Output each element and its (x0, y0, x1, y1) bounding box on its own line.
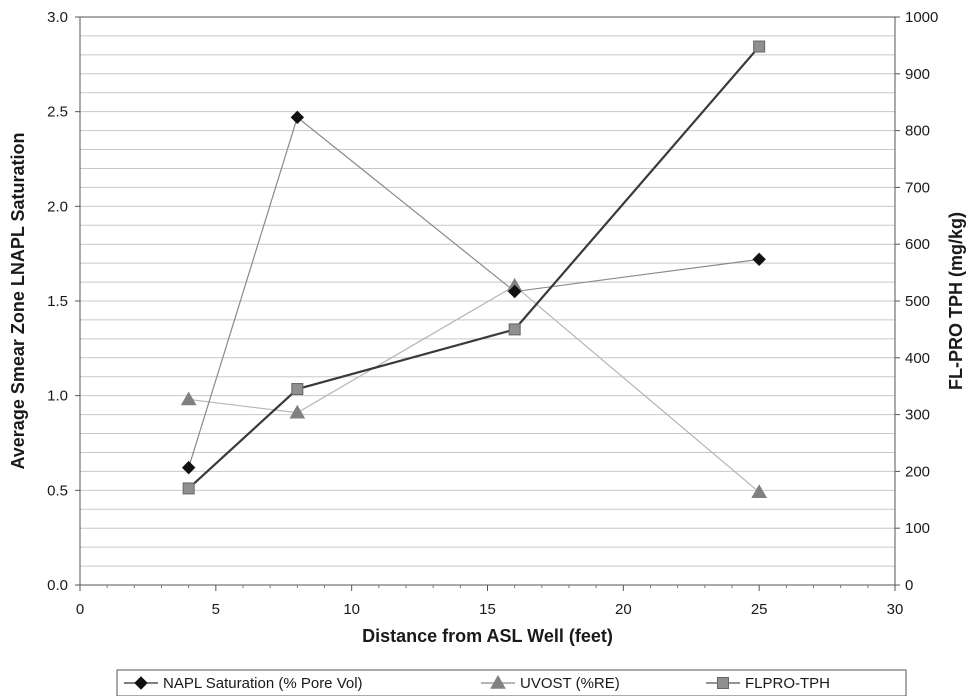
series-square (182, 40, 766, 495)
y-left-tick-label: 0.5 (47, 482, 68, 499)
axes: 0 5 10 15 20 25 30 0.0 0.5 1.0 1.5 2.0 2.5 3.0 0 100 200… (47, 9, 938, 618)
series-line (188, 285, 760, 493)
y-right-tick-label: 400 (905, 350, 930, 367)
y-axis-left-title: Average Smear Zone LNAPL Saturation (8, 132, 28, 469)
legend: NAPL Saturation (% Pore Vol) UVOST (%RE) F… (116, 669, 907, 696)
x-tick-label: 5 (212, 601, 220, 618)
series-triangle (180, 277, 768, 498)
data-point-square (753, 40, 766, 53)
legend-label: NAPL Saturation (% Pore Vol) (163, 675, 363, 692)
series-line (187, 45, 760, 490)
gridlines (80, 35, 895, 567)
y-right-tick-label: 700 (905, 179, 930, 196)
y-right-tick-label: 800 (905, 123, 930, 140)
x-axis-title: Distance from ASL Well (feet) (362, 626, 613, 646)
series-diamond (181, 110, 766, 475)
data-point-diamond (507, 284, 522, 299)
legend-label: FLPRO-TPH (745, 675, 830, 692)
x-tick-label: 0 (76, 601, 84, 618)
y-left-tick-label: 1.0 (47, 388, 68, 405)
y-left-tick-label: 3.0 (47, 9, 68, 26)
legend-marker-square (717, 677, 729, 689)
data-point-square (182, 482, 195, 495)
series-layer (180, 40, 768, 498)
data-point-diamond (752, 252, 766, 267)
legend-marker-diamond (134, 676, 148, 690)
x-tick-label: 25 (751, 601, 768, 618)
legend-item: FLPRO-TPH (706, 675, 830, 692)
data-point-diamond (290, 110, 305, 125)
legend-item: NAPL Saturation (% Pore Vol) (124, 675, 363, 692)
legend-items: NAPL Saturation (% Pore Vol) UVOST (%RE) F… (124, 674, 830, 692)
y-right-tick-label: 1000 (905, 9, 938, 26)
y-right-tick-label: 600 (905, 236, 930, 253)
y-right-tick-label: 0 (905, 577, 913, 594)
legend-item: UVOST (%RE) (481, 674, 620, 692)
y-left-tick-label: 2.0 (47, 198, 68, 215)
y-right-tick-label: 100 (905, 520, 930, 537)
data-point-square (291, 383, 304, 396)
legend-marker-triangle (490, 674, 506, 689)
y-right-tick-label: 900 (905, 66, 930, 83)
series-line (188, 116, 760, 468)
x-tick-label: 15 (479, 601, 496, 618)
data-point-diamond (181, 460, 196, 475)
legend-label: UVOST (%RE) (520, 675, 620, 692)
data-point-triangle (289, 404, 306, 419)
data-point-triangle (180, 391, 197, 406)
y-right-tick-label: 200 (905, 463, 930, 480)
y-axis-right-title: FL-PRO TPH (mg/kg) (946, 212, 966, 390)
x-tick-label: 20 (615, 601, 632, 618)
data-point-triangle (751, 484, 768, 498)
x-tick-label: 10 (343, 601, 360, 618)
x-tick-label: 30 (887, 601, 904, 618)
y-left-tick-label: 1.5 (47, 293, 68, 310)
y-left-tick-label: 0.0 (47, 577, 68, 594)
y-left-tick-label: 2.5 (47, 104, 68, 121)
y-right-tick-label: 300 (905, 407, 930, 424)
y-right-tick-label: 500 (905, 293, 930, 310)
data-point-square (508, 323, 521, 336)
